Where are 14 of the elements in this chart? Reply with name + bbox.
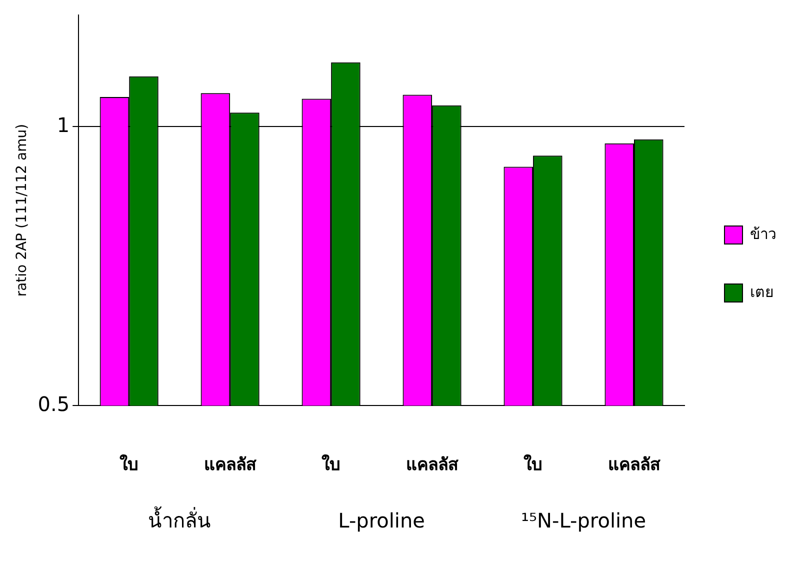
x-tick-label: ใบ <box>322 454 341 476</box>
y-tick-label: 0.5 <box>38 392 70 416</box>
text: L-proline <box>338 508 425 533</box>
text: ¹⁵N-L-proline <box>521 508 646 533</box>
legend-label: เตย <box>750 282 774 301</box>
text: น้ำกลั่น <box>148 506 212 533</box>
x-tick-label: ใบ <box>524 454 543 476</box>
x-tick-label: แคลลัส <box>406 455 460 476</box>
y-axis-title: ratio 2AP (111/112 amu) <box>14 124 30 297</box>
x-tick-label: แคลลัส <box>204 455 258 476</box>
x-tick-label: แคลลัส <box>608 455 662 476</box>
legend-label: ข้าว <box>750 224 776 243</box>
y-tick-label: 1 <box>56 112 70 137</box>
x-tick-label: ใบ <box>120 454 139 476</box>
